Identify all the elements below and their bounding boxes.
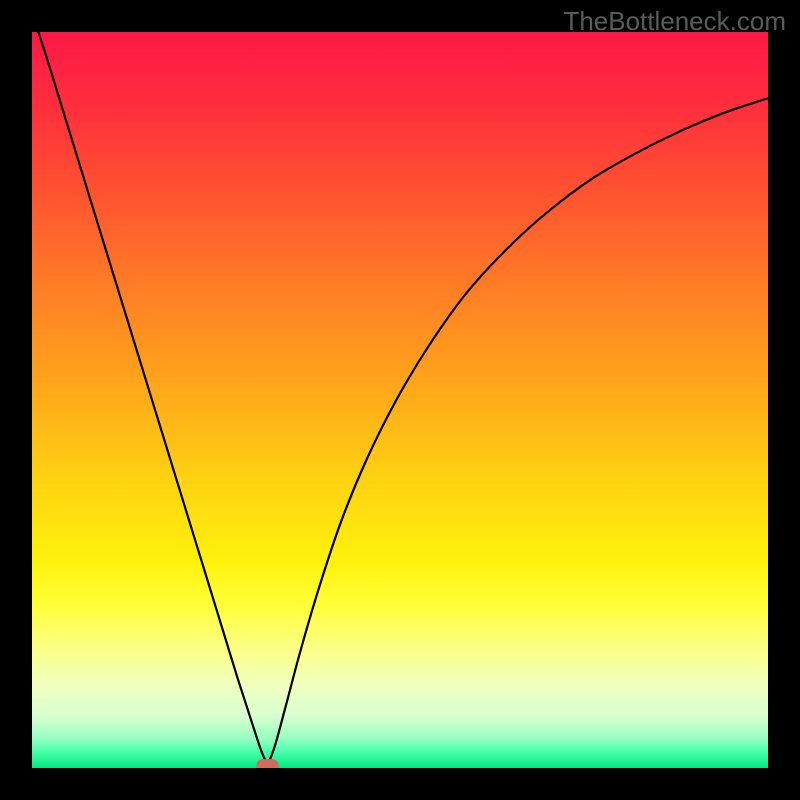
chart-svg — [32, 32, 768, 768]
watermark-text: TheBottleneck.com — [563, 6, 786, 37]
plot-area — [32, 32, 768, 768]
minimum-marker — [256, 759, 278, 768]
